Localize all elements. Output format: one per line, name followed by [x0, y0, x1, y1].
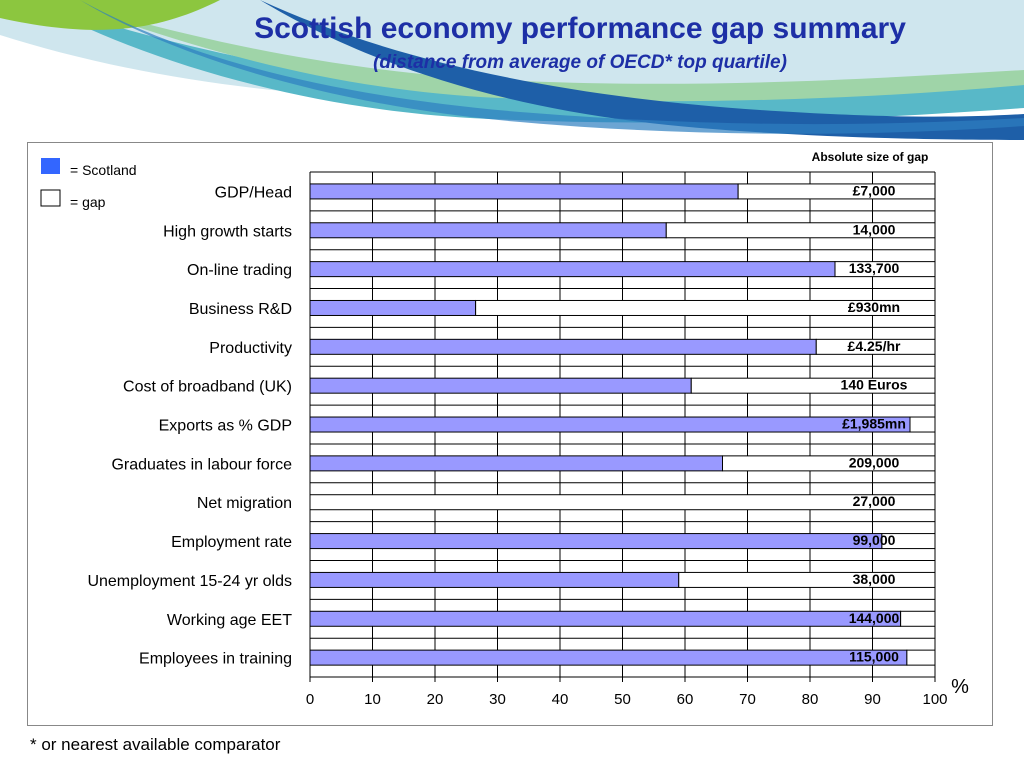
- category-label: Graduates in labour force: [111, 456, 292, 473]
- x-tick-label: 40: [552, 691, 569, 708]
- gap-value-label: 209,000: [849, 454, 900, 470]
- legend-swatch-scotland: [41, 158, 60, 174]
- footnote: * or nearest available comparator: [30, 735, 281, 754]
- bar-gap: [815, 338, 936, 355]
- bar-gap: [737, 183, 936, 200]
- header-banner: [0, 0, 1024, 140]
- x-tick-label: 90: [864, 691, 881, 708]
- bar-gap: [678, 571, 936, 588]
- bar-scotland: [309, 416, 911, 433]
- bar-gap: [309, 494, 936, 511]
- legend-label-scotland: = Scotland: [70, 162, 137, 178]
- gap-value-label: 133,700: [849, 260, 900, 276]
- bar-scotland: [309, 183, 739, 200]
- gap-value-label: 14,000: [853, 221, 896, 237]
- bar-gap: [906, 649, 936, 666]
- bar-scotland: [309, 610, 902, 627]
- bar-gap: [900, 610, 936, 627]
- legend-swatch-gap: [40, 189, 61, 207]
- category-label: Productivity: [209, 340, 292, 357]
- category-label: Employees in training: [139, 651, 292, 668]
- category-label: Unemployment 15-24 yr olds: [87, 573, 292, 590]
- bar-gap: [722, 455, 936, 472]
- chart-panel: [27, 142, 993, 726]
- category-label: Exports as % GDP: [159, 418, 292, 435]
- page-subtitle: (distance from average of OECD* top quar…: [373, 52, 787, 73]
- bar-scotland: [309, 222, 667, 239]
- gap-value-label: £1,985mn: [842, 416, 906, 432]
- gap-value-label: 144,000: [849, 610, 900, 626]
- x-tick-label: 100: [922, 691, 947, 708]
- bar-gap: [909, 416, 936, 433]
- x-tick-label: 10: [364, 691, 381, 708]
- bar-gap: [690, 377, 936, 394]
- category-label: Business R&D: [189, 301, 292, 318]
- legend-label-gap: = gap: [70, 194, 106, 210]
- category-label: Employment rate: [171, 534, 292, 551]
- gap-value-label: 38,000: [853, 571, 896, 587]
- category-label: On-line trading: [187, 262, 292, 279]
- gap-value-label: 27,000: [853, 493, 896, 509]
- gap-value-label: 115,000: [849, 649, 899, 665]
- bar-gap: [881, 533, 936, 550]
- gap-value-label: £4.25/hr: [848, 338, 901, 354]
- page-title: Scottish economy performance gap summary: [254, 12, 906, 45]
- gap-value-label: 140 Euros: [841, 377, 908, 393]
- bar-gap: [834, 261, 936, 278]
- x-tick-label: 70: [739, 691, 756, 708]
- bar-scotland: [309, 299, 477, 316]
- gap-value-label: £930mn: [848, 299, 900, 315]
- x-tick-label: 20: [427, 691, 444, 708]
- x-tick-label: 50: [614, 691, 631, 708]
- bar-scotland: [309, 649, 908, 666]
- x-axis-label: %: [951, 676, 969, 698]
- bar-scotland: [309, 338, 817, 355]
- bar-scotland: [309, 377, 692, 394]
- x-tick-label: 60: [677, 691, 694, 708]
- gap-value-label: 99,000: [853, 532, 896, 548]
- x-tick-label: 30: [489, 691, 506, 708]
- x-tick-label: 0: [306, 691, 314, 708]
- chart-annotation: Absolute size of gap: [812, 150, 929, 164]
- category-label: GDP/Head: [215, 184, 292, 201]
- bar-scotland: [309, 533, 883, 550]
- category-label: Cost of broadband (UK): [123, 379, 292, 396]
- gap-value-label: £7,000: [853, 182, 896, 198]
- category-label: High growth starts: [163, 223, 292, 240]
- bar-gap: [475, 299, 936, 316]
- x-tick-label: 80: [802, 691, 819, 708]
- bar-scotland: [309, 571, 680, 588]
- bar-gap: [665, 222, 936, 239]
- category-label: Working age EET: [167, 612, 292, 629]
- category-label: Net migration: [197, 495, 292, 512]
- bar-scotland: [309, 261, 836, 278]
- bar-scotland: [309, 455, 723, 472]
